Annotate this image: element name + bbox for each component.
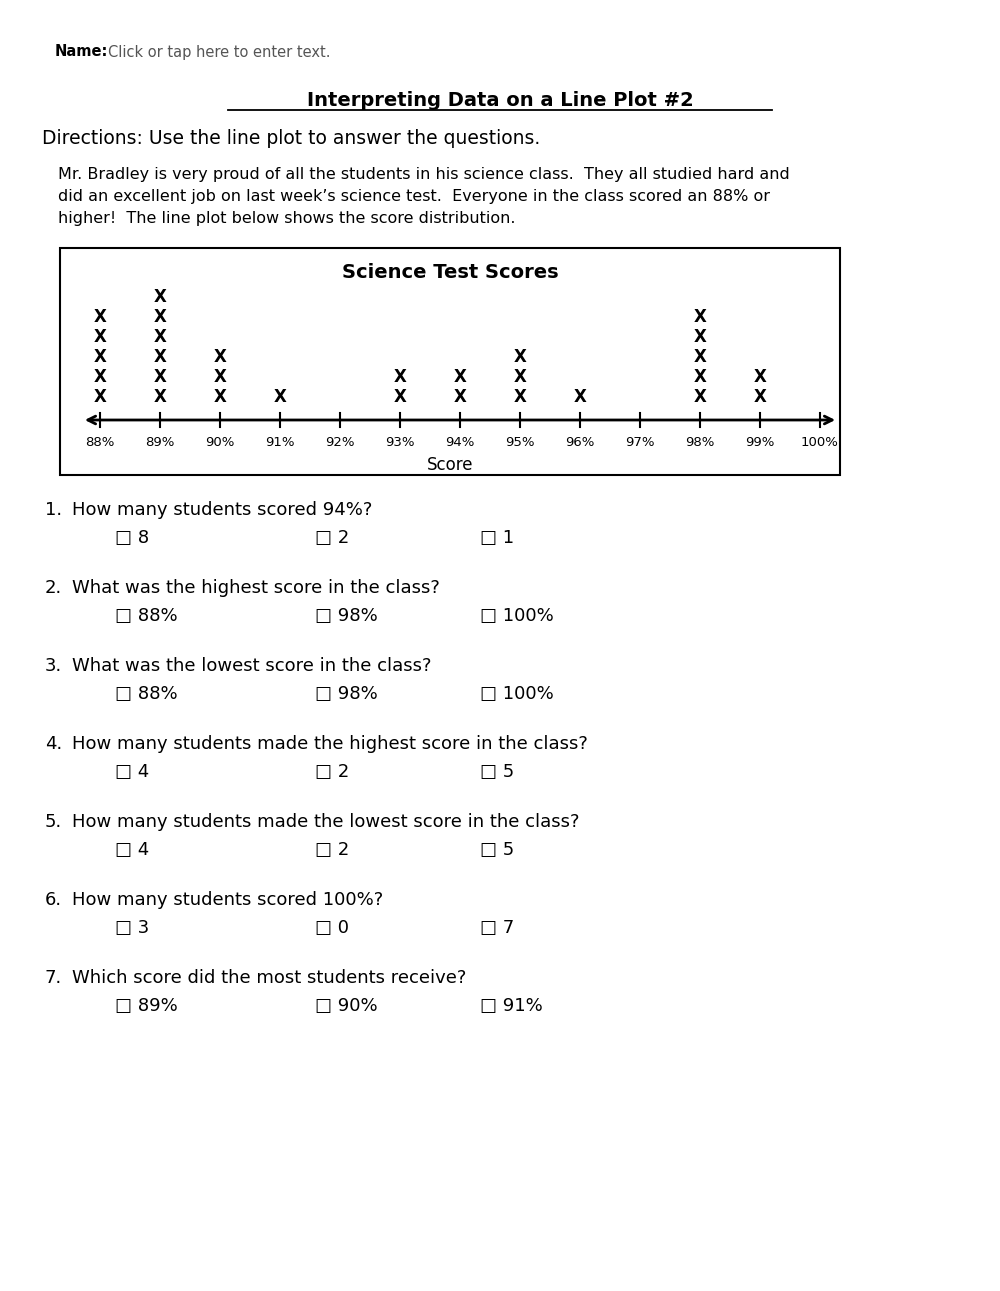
Text: □ 8: □ 8 [115,529,149,547]
Text: □ 4: □ 4 [115,840,149,859]
Text: X: X [214,368,226,386]
Text: did an excellent job on last week’s science test.  Everyone in the class scored : did an excellent job on last week’s scie… [58,190,770,204]
Text: X: X [94,368,106,386]
Text: □ 5: □ 5 [480,763,514,781]
Text: X: X [454,368,466,386]
Text: □ 7: □ 7 [480,919,514,937]
Text: 90%: 90% [205,436,235,449]
Text: X: X [694,349,706,367]
Text: X: X [214,389,226,405]
Text: □ 89%: □ 89% [115,997,178,1015]
Text: 95%: 95% [505,436,535,449]
Text: X: X [754,389,766,405]
Text: X: X [394,368,406,386]
Text: higher!  The line plot below shows the score distribution.: higher! The line plot below shows the sc… [58,212,516,226]
Text: X: X [94,309,106,327]
Text: 98%: 98% [685,436,715,449]
Text: X: X [694,389,706,405]
Text: X: X [514,389,526,405]
Text: How many students scored 94%?: How many students scored 94%? [72,501,372,519]
Text: □ 2: □ 2 [315,529,349,547]
Text: X: X [394,389,406,405]
Text: □ 3: □ 3 [115,919,149,937]
Text: □ 91%: □ 91% [480,997,543,1015]
Text: 3.: 3. [45,657,62,675]
Text: □ 0: □ 0 [315,919,349,937]
Text: X: X [274,389,286,405]
Text: Score: Score [427,456,473,474]
Text: X: X [694,328,706,346]
Text: What was the lowest score in the class?: What was the lowest score in the class? [72,657,432,675]
Text: □ 98%: □ 98% [315,607,378,625]
Text: How many students scored 100%?: How many students scored 100%? [72,891,383,909]
Text: Mr. Bradley is very proud of all the students in his science class.  They all st: Mr. Bradley is very proud of all the stu… [58,168,790,182]
Text: 97%: 97% [625,436,655,449]
Text: X: X [94,389,106,405]
Text: 99%: 99% [745,436,775,449]
Text: □ 1: □ 1 [480,529,514,547]
Text: 92%: 92% [325,436,355,449]
Text: 4.: 4. [45,735,62,753]
Text: X: X [514,368,526,386]
Text: □ 98%: □ 98% [315,686,378,704]
Text: X: X [154,288,166,306]
Text: □ 2: □ 2 [315,840,349,859]
Text: Science Test Scores: Science Test Scores [342,263,558,283]
Text: X: X [574,389,586,405]
Text: X: X [154,309,166,327]
Text: Directions: Use the line plot to answer the questions.: Directions: Use the line plot to answer … [42,129,540,147]
Text: □ 100%: □ 100% [480,607,554,625]
Text: □ 88%: □ 88% [115,686,178,704]
Text: X: X [754,368,766,386]
Text: X: X [94,349,106,367]
Text: X: X [154,349,166,367]
Text: X: X [214,349,226,367]
Text: X: X [694,309,706,327]
Text: X: X [694,368,706,386]
Text: □ 90%: □ 90% [315,997,378,1015]
Text: 88%: 88% [85,436,115,449]
Text: Which score did the most students receive?: Which score did the most students receiv… [72,970,466,988]
Text: X: X [154,389,166,405]
Text: What was the highest score in the class?: What was the highest score in the class? [72,578,440,596]
Text: X: X [514,349,526,367]
Text: 93%: 93% [385,436,415,449]
Text: 6.: 6. [45,891,62,909]
Text: X: X [94,328,106,346]
Text: X: X [154,368,166,386]
Text: □ 2: □ 2 [315,763,349,781]
Text: 5.: 5. [45,813,62,831]
Text: X: X [454,389,466,405]
Text: 96%: 96% [565,436,595,449]
Text: Interpreting Data on a Line Plot #2: Interpreting Data on a Line Plot #2 [307,90,693,110]
Text: Name:: Name: [55,44,108,59]
Text: Click or tap here to enter text.: Click or tap here to enter text. [108,44,330,59]
Text: X: X [154,328,166,346]
Text: 2.: 2. [45,578,62,596]
Text: □ 4: □ 4 [115,763,149,781]
Text: 1.: 1. [45,501,62,519]
Text: □ 100%: □ 100% [480,686,554,704]
Text: How many students made the highest score in the class?: How many students made the highest score… [72,735,588,753]
Text: 91%: 91% [265,436,295,449]
Text: □ 88%: □ 88% [115,607,178,625]
Text: □ 5: □ 5 [480,840,514,859]
Bar [60,248,840,475]
Text: 89%: 89% [145,436,175,449]
Text: 100%: 100% [801,436,839,449]
Text: How many students made the lowest score in the class?: How many students made the lowest score … [72,813,580,831]
Text: 7.: 7. [45,970,62,988]
Text: 94%: 94% [445,436,475,449]
